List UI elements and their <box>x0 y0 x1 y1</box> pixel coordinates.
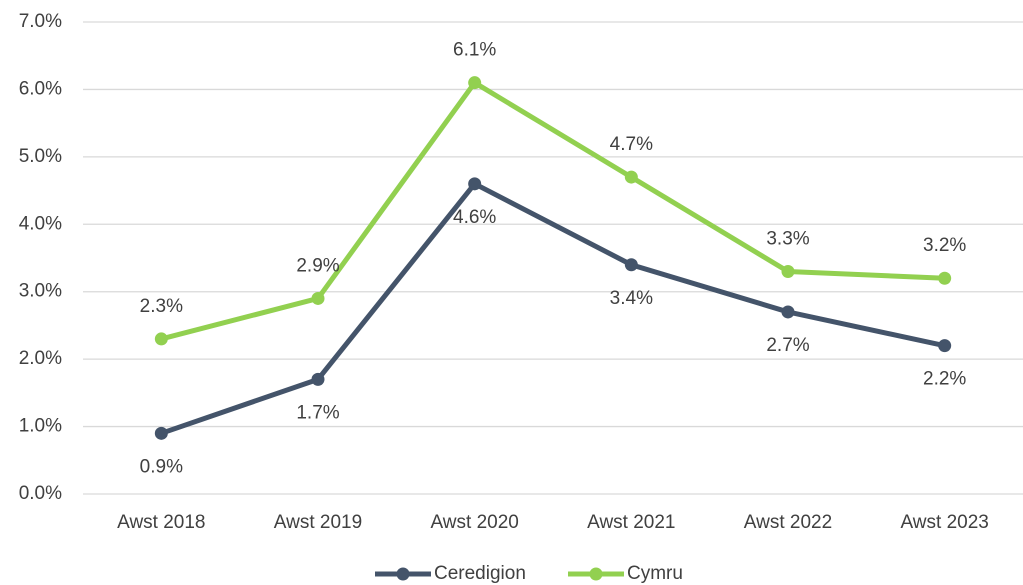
legend-label: Cymru <box>627 563 683 584</box>
y-tick-label: 6.0% <box>19 78 62 99</box>
point <box>311 291 325 305</box>
series-line <box>160 181 946 436</box>
x-tick-label: Awst 2019 <box>274 512 362 533</box>
point <box>468 76 482 90</box>
legend-label: Ceredigion <box>434 563 526 584</box>
data-label: 2.2% <box>923 369 966 390</box>
data-label: 3.4% <box>610 288 653 309</box>
point <box>624 170 638 184</box>
y-tick-label: 7.0% <box>19 11 62 32</box>
point <box>938 271 952 285</box>
y-tick-label: 5.0% <box>19 146 62 167</box>
data-label: 1.7% <box>296 402 339 423</box>
x-tick-label: Awst 2021 <box>587 512 675 533</box>
x-tick-label: Awst 2018 <box>117 512 205 533</box>
data-label: 4.7% <box>610 134 653 155</box>
point <box>624 258 638 272</box>
data-label: 4.6% <box>453 207 496 228</box>
y-tick-label: 3.0% <box>19 281 62 302</box>
data-label: 2.7% <box>766 335 809 356</box>
y-tick-label: 2.0% <box>19 348 62 369</box>
data-label: 2.3% <box>140 296 183 317</box>
point <box>154 332 168 346</box>
data-label: 3.3% <box>766 229 809 250</box>
y-tick-label: 1.0% <box>19 416 62 437</box>
data-label: 2.9% <box>296 255 339 276</box>
point <box>938 339 952 353</box>
x-tick-label: Awst 2023 <box>900 512 988 533</box>
data-label: 0.9% <box>140 456 183 477</box>
legend-marker <box>396 567 410 581</box>
legend-marker <box>589 567 603 581</box>
point <box>154 426 168 440</box>
point <box>781 264 795 278</box>
point <box>311 372 325 386</box>
x-tick-label: Awst 2020 <box>430 512 518 533</box>
x-tick-label: Awst 2022 <box>744 512 832 533</box>
y-tick-label: 0.0% <box>19 483 62 504</box>
data-label: 6.1% <box>453 40 496 61</box>
y-tick-label: 4.0% <box>19 213 62 234</box>
point <box>468 177 482 191</box>
point <box>781 305 795 319</box>
data-label: 3.2% <box>923 235 966 256</box>
series-line <box>160 80 945 342</box>
